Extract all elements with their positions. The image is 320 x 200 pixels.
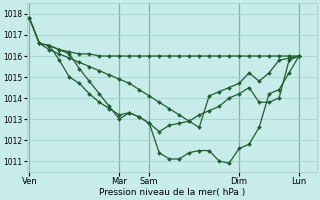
X-axis label: Pression niveau de la mer( hPa ): Pression niveau de la mer( hPa ) <box>99 188 245 197</box>
